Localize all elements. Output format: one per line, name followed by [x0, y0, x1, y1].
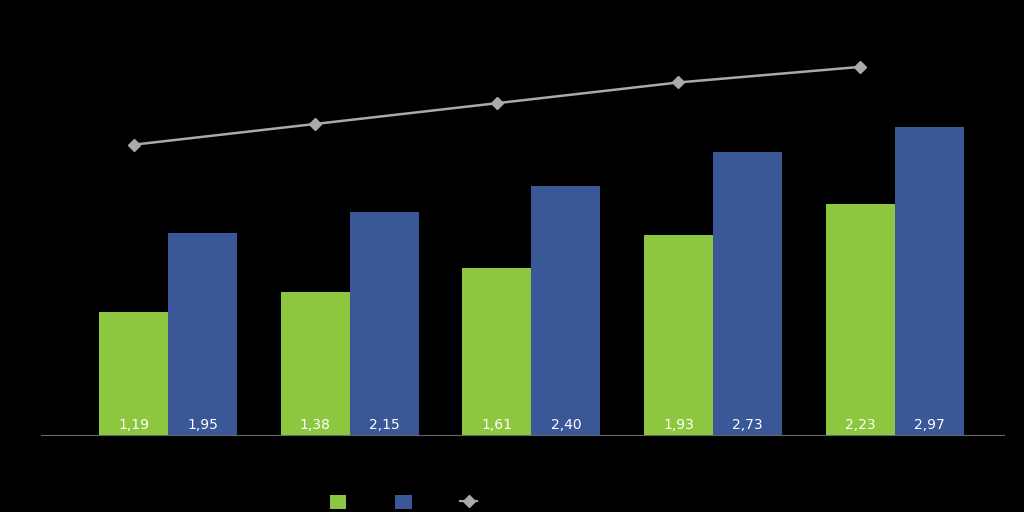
Text: 2,40: 2,40: [551, 418, 582, 432]
Text: 1,19: 1,19: [118, 418, 150, 432]
Bar: [531, 186, 600, 435]
Bar: [99, 312, 168, 435]
Bar: [713, 152, 782, 435]
Bar: [281, 292, 350, 435]
Bar: [462, 268, 531, 435]
Text: 1,61: 1,61: [481, 418, 512, 432]
Text: 1,38: 1,38: [300, 418, 331, 432]
Bar: [168, 233, 238, 435]
Bar: [825, 204, 895, 435]
Text: 2,23: 2,23: [845, 418, 876, 432]
Text: 2,97: 2,97: [913, 418, 944, 432]
Bar: [895, 127, 964, 435]
Bar: [350, 212, 419, 435]
Text: 1,93: 1,93: [663, 418, 694, 432]
Legend: , , : , ,: [324, 489, 489, 512]
Text: 2,73: 2,73: [732, 418, 763, 432]
Bar: [644, 235, 713, 435]
Text: 2,15: 2,15: [369, 418, 399, 432]
Text: 1,95: 1,95: [187, 418, 218, 432]
